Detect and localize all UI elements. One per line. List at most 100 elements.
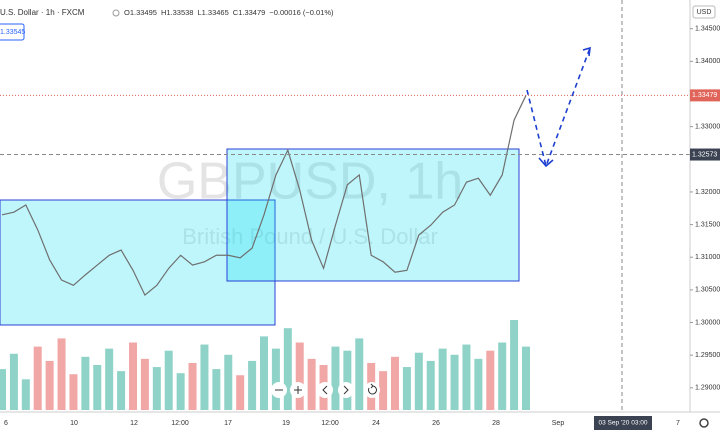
volume-bar xyxy=(438,348,447,410)
volume-bar xyxy=(307,358,316,410)
crosshair-time: 03 Sep '20 03:00 xyxy=(599,420,648,427)
x-tick-label: 19 xyxy=(282,420,290,427)
watermark-subtitle: British Pound / U.S. Dollar xyxy=(182,224,438,249)
side-price: 1.33545 xyxy=(0,29,25,36)
volume-bar xyxy=(0,369,6,410)
volume-bar xyxy=(57,338,66,410)
volume-bar xyxy=(164,350,173,410)
volume-bar xyxy=(462,344,471,410)
x-tick-label: 28 xyxy=(492,420,500,427)
last-price-label: 1.33479 xyxy=(692,92,717,99)
volume-bar xyxy=(331,346,340,410)
y-tick-label: 1.30000 xyxy=(695,319,720,326)
volume-bar xyxy=(260,336,268,410)
volume-layer xyxy=(0,320,530,410)
icon xyxy=(322,385,328,395)
crosshair-time-tag xyxy=(594,416,652,430)
reset[interactable] xyxy=(364,382,380,398)
volume-bar xyxy=(212,369,221,410)
volume-bar xyxy=(450,354,459,410)
symbol: U.S. Dollar · 1h · FXCM xyxy=(0,8,85,17)
volume-bar xyxy=(248,360,257,410)
volume-bar xyxy=(129,342,137,410)
y-tick-label: 1.33000 xyxy=(695,123,720,130)
volume-bar xyxy=(271,348,280,410)
volume-bar xyxy=(355,338,364,410)
y-tick-label: 1.31500 xyxy=(695,221,720,228)
volume-bar xyxy=(295,342,304,410)
volume-bar xyxy=(105,348,114,410)
crosshair-label: 1.32573 xyxy=(692,151,717,158)
last-price-tag xyxy=(690,89,720,102)
x-tick-label: 24 xyxy=(372,420,380,427)
volume-bar xyxy=(140,358,149,410)
volume-bar xyxy=(93,365,102,410)
volume-bar xyxy=(474,358,483,410)
icon xyxy=(343,385,349,395)
ohlc-value: L1.33465 xyxy=(197,8,228,17)
volume-bar xyxy=(379,371,388,410)
ohlc-value: H1.33538 xyxy=(161,8,194,17)
volume-bar xyxy=(9,353,18,410)
volume-bar xyxy=(510,320,519,410)
icon xyxy=(368,383,377,395)
y-tick-label: 1.32000 xyxy=(695,189,720,196)
path-drawing[interactable] xyxy=(526,47,591,169)
x-tick-label: 26 xyxy=(432,420,440,427)
ohlc-value: C1.33479 xyxy=(233,8,266,17)
volume-bar xyxy=(152,367,161,410)
price-box xyxy=(0,23,25,41)
y-tick-label: 1.31000 xyxy=(695,254,720,261)
y-tick-label: 1.34000 xyxy=(695,58,720,65)
volume-bar xyxy=(391,356,399,410)
y-tick-label: 1.30500 xyxy=(695,287,720,294)
axis-layer: 1.34500 1.34000 1.33000 1.32000 1.31500 1.310… xyxy=(4,26,720,430)
volume-bar xyxy=(486,350,495,410)
x-tick-label: 10 xyxy=(70,420,78,427)
ohlc-value: O1.33495 xyxy=(124,8,157,17)
rectangle-drawing[interactable] xyxy=(0,199,276,326)
volume-bar xyxy=(343,350,352,410)
y-tick-label: 1.29500 xyxy=(695,352,720,359)
volume-bar xyxy=(236,375,245,410)
volume-bar xyxy=(283,328,292,410)
x-tick-label: 12:00 xyxy=(171,420,189,427)
y-tick-label: 1.29000 xyxy=(695,385,720,392)
scroll-right[interactable] xyxy=(338,382,354,398)
volume-bar xyxy=(81,356,90,410)
volume-bar xyxy=(200,344,209,410)
x-tick-label: 12:00 xyxy=(321,420,339,427)
arrow-head xyxy=(538,46,591,168)
rectangle-drawing[interactable] xyxy=(226,148,520,282)
volume-bar xyxy=(522,346,530,410)
volume-bar xyxy=(21,379,30,410)
volume-bar xyxy=(426,360,435,410)
x-tick-label: 17 xyxy=(224,420,232,427)
watermark-title: GBPUSD, 1h xyxy=(157,153,463,211)
x-tick-label: 7 xyxy=(676,420,680,427)
currency-box[interactable] xyxy=(692,5,716,19)
x-tick-label: Sep xyxy=(552,420,565,427)
currency: USD xyxy=(697,9,712,16)
ohlc-value: −0.00016 (−0.01%) xyxy=(269,8,334,17)
scroll-left[interactable] xyxy=(317,382,333,398)
volume-bar xyxy=(414,352,423,410)
toolbar xyxy=(271,382,380,398)
volume-bar xyxy=(117,371,126,410)
y-tick-label: 1.34500 xyxy=(695,26,720,33)
volume-bar xyxy=(498,342,507,410)
volume-bar xyxy=(69,374,78,410)
ohlc: O1.33495 H1.33538 L1.33465 C1.33479 −0.00016… xyxy=(124,8,334,17)
price-layer xyxy=(0,94,690,297)
volume-bar xyxy=(402,367,411,410)
x-tick-label: 6 xyxy=(4,420,8,427)
volume-bar xyxy=(188,362,197,410)
volume-bar xyxy=(33,346,42,410)
settings[interactable] xyxy=(699,418,709,428)
price-axis xyxy=(690,0,720,412)
price-line xyxy=(1,95,527,297)
volume-bar xyxy=(45,360,54,410)
icon xyxy=(294,386,302,394)
volume-bar xyxy=(176,373,185,410)
